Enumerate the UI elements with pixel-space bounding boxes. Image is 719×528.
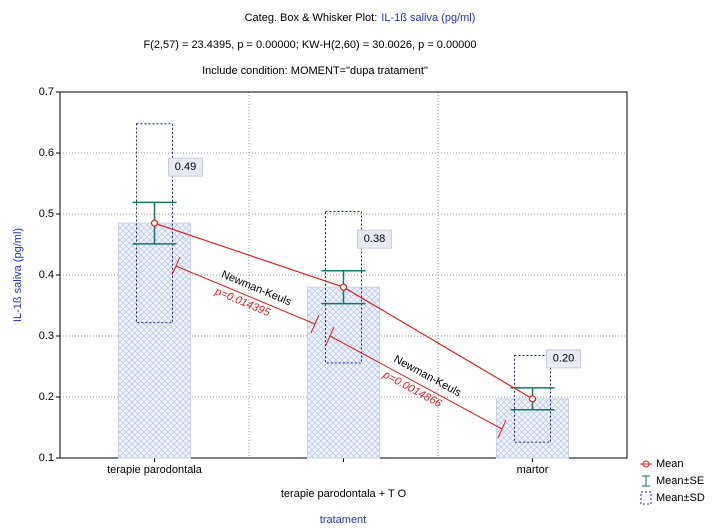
y-tick-label: 0.2 xyxy=(39,391,54,403)
value-label: 0.20 xyxy=(553,353,574,365)
value-label-box xyxy=(168,157,203,177)
nk-line xyxy=(329,335,503,430)
subtitle: F(2,57) = 23.4395, p = 0.00000; KW-H(2,6… xyxy=(143,39,476,51)
nk-tick xyxy=(497,419,507,439)
sd-box xyxy=(325,211,362,364)
bar xyxy=(118,222,191,459)
nk-tick xyxy=(325,326,335,346)
bar xyxy=(307,286,380,459)
x-tick-label: terapie parodontala xyxy=(107,464,203,476)
value-label: 0.38 xyxy=(364,233,385,245)
y-tick-label: 0.7 xyxy=(39,86,54,98)
nk-tick xyxy=(171,256,181,276)
y-tick-label: 0.6 xyxy=(39,147,54,159)
x-axis-label: tratament xyxy=(320,514,366,526)
nk-tick xyxy=(310,314,320,334)
chart-title: Categ. Box & Whisker Plot: IL-1ß saliva (… xyxy=(245,12,476,24)
y-tick-label: 0.1 xyxy=(39,452,54,464)
legend-label: Mean±SE xyxy=(656,475,704,487)
sd-box xyxy=(514,355,551,443)
x-tick-label: martor xyxy=(517,464,549,476)
sd-box xyxy=(136,123,173,324)
mean-marker xyxy=(150,219,159,227)
y-tick-label: 0.4 xyxy=(39,269,54,281)
mean-marker xyxy=(339,283,348,291)
nk-line xyxy=(175,265,316,325)
value-label-box xyxy=(357,229,392,249)
legend-label: Mean xyxy=(656,458,684,470)
legend-label: Mean±SD xyxy=(656,492,705,504)
y-tick-label: 0.3 xyxy=(39,330,54,342)
legend-sd xyxy=(640,491,652,505)
mean-marker xyxy=(528,395,537,403)
y-tick-label: 0.5 xyxy=(39,208,54,220)
y-axis-label: IL-1ß saliva (pg/ml) xyxy=(12,228,24,322)
subtitle: Include condition: MOMENT="dupa tratamen… xyxy=(202,65,428,77)
value-label: 0.49 xyxy=(175,161,196,173)
x-tick-label: terapie parodontala + T O xyxy=(281,488,407,500)
value-label-box xyxy=(546,349,581,369)
